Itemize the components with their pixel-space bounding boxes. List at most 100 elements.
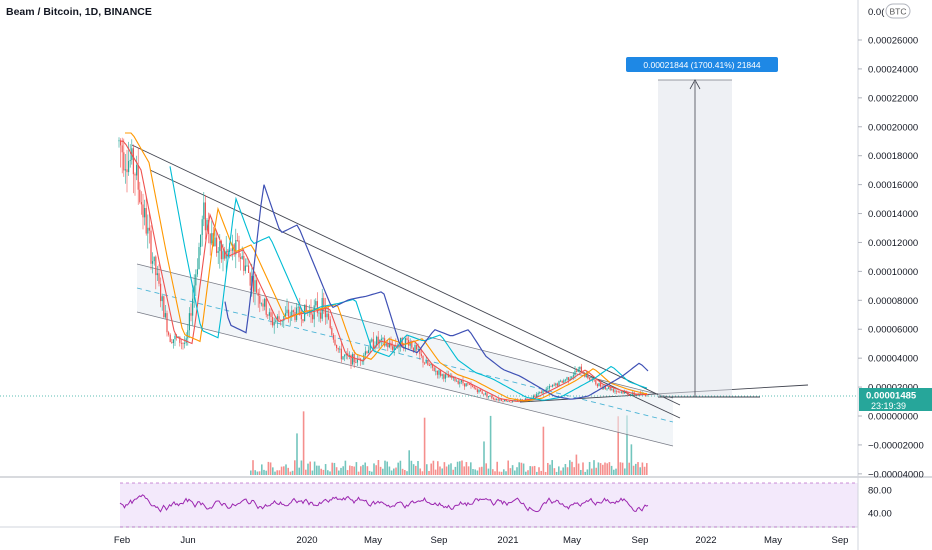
time-tick-label: May	[764, 535, 782, 546]
candle-body	[276, 316, 278, 321]
volume-bar	[399, 460, 402, 475]
candle-body	[484, 393, 486, 395]
candle-body	[478, 389, 480, 393]
candle-body	[283, 316, 285, 321]
volume-bar	[379, 466, 382, 475]
ema-mid	[125, 132, 648, 402]
currency-badge[interactable]: BTC	[885, 3, 911, 19]
price-tick-label: 0.00000000	[868, 412, 918, 423]
candle-body	[508, 401, 510, 403]
volume-bar	[613, 469, 615, 475]
price-tick-label: −0.00002000	[868, 440, 924, 451]
candle-body	[123, 152, 125, 171]
volume-bar	[511, 465, 514, 475]
candle-body	[622, 391, 624, 394]
volume-bar	[406, 471, 408, 475]
candle-body	[152, 261, 154, 264]
candle-body	[636, 394, 638, 396]
candle-body	[305, 304, 307, 311]
candle-body	[188, 313, 190, 331]
volume-bar	[542, 426, 545, 475]
volume-bar	[307, 463, 309, 475]
candle-body	[144, 208, 146, 218]
volume-bar	[507, 460, 509, 475]
volume-bar	[588, 461, 591, 475]
candle-body	[475, 388, 477, 390]
candle-body	[424, 362, 426, 364]
volume-bar	[404, 470, 406, 475]
volume-bar	[599, 463, 602, 475]
volume-bar	[338, 470, 340, 475]
time-tick-label: Sep	[632, 535, 649, 546]
candle-body	[124, 169, 126, 171]
volume-bar	[258, 471, 261, 475]
price-axis-top-label: 0.0(	[868, 7, 885, 18]
candle-body	[644, 394, 646, 396]
candle-body	[436, 370, 438, 375]
candle-body	[169, 334, 171, 343]
volume-bar	[485, 463, 487, 475]
volume-bar	[547, 462, 549, 475]
candle-body	[204, 202, 206, 231]
candle-body	[646, 395, 648, 397]
candle-body	[326, 313, 328, 318]
time-tick-label: Feb	[114, 535, 130, 546]
candle-body	[534, 395, 536, 398]
candle-body	[244, 265, 246, 271]
channel-bottom	[136, 311, 674, 447]
volume-bar	[518, 462, 520, 475]
candle-body	[246, 265, 248, 267]
volume-bar	[333, 462, 336, 475]
candle-body	[553, 384, 555, 386]
volume-bar	[318, 465, 320, 475]
volume-bar	[322, 469, 325, 475]
candle-body	[440, 370, 442, 376]
candle-body	[600, 383, 602, 387]
candle-body	[625, 391, 627, 393]
sma-long	[224, 184, 649, 400]
candle-body	[334, 339, 336, 345]
volume-bar	[496, 461, 498, 475]
volume-bar	[265, 470, 267, 475]
volume-bar	[533, 465, 536, 475]
candle-body	[281, 320, 283, 322]
volume-bar	[408, 450, 410, 475]
candle-body	[500, 399, 502, 401]
volume-bar	[448, 464, 450, 475]
volume-bar	[313, 461, 316, 475]
candle-body	[377, 336, 379, 344]
candle-body	[315, 301, 317, 306]
candle-body	[195, 274, 197, 286]
measure-label[interactable]: 0.00021844 (1700.41%) 21844	[626, 57, 778, 72]
candle-body	[572, 375, 574, 377]
volume-bar	[500, 471, 503, 475]
volume-bar	[630, 444, 633, 475]
volume-bar	[298, 467, 300, 475]
volume-bar	[412, 464, 415, 475]
volume-bar	[305, 469, 307, 475]
candle-body	[624, 391, 626, 394]
volume-bar	[487, 468, 490, 475]
volume-bar	[456, 461, 459, 475]
volume-bar	[294, 460, 296, 475]
candle-body	[488, 395, 490, 397]
candle-body	[496, 399, 498, 401]
volume-bar	[470, 462, 472, 475]
volume-bar	[388, 466, 391, 475]
candle-body	[264, 298, 266, 307]
candle-body	[371, 339, 373, 342]
volume-bar	[465, 462, 468, 475]
ema-slow	[169, 166, 648, 401]
candle-body	[388, 342, 390, 348]
volume-bar	[591, 468, 593, 475]
volume-bar	[584, 471, 586, 475]
volume-bar	[263, 469, 265, 475]
candle-body	[243, 255, 245, 271]
volume-bar	[432, 460, 435, 475]
candle-body	[577, 369, 579, 372]
candle-body	[504, 399, 506, 402]
candle-body	[224, 251, 226, 259]
volume-bar	[351, 466, 353, 475]
candle-body	[252, 275, 254, 292]
